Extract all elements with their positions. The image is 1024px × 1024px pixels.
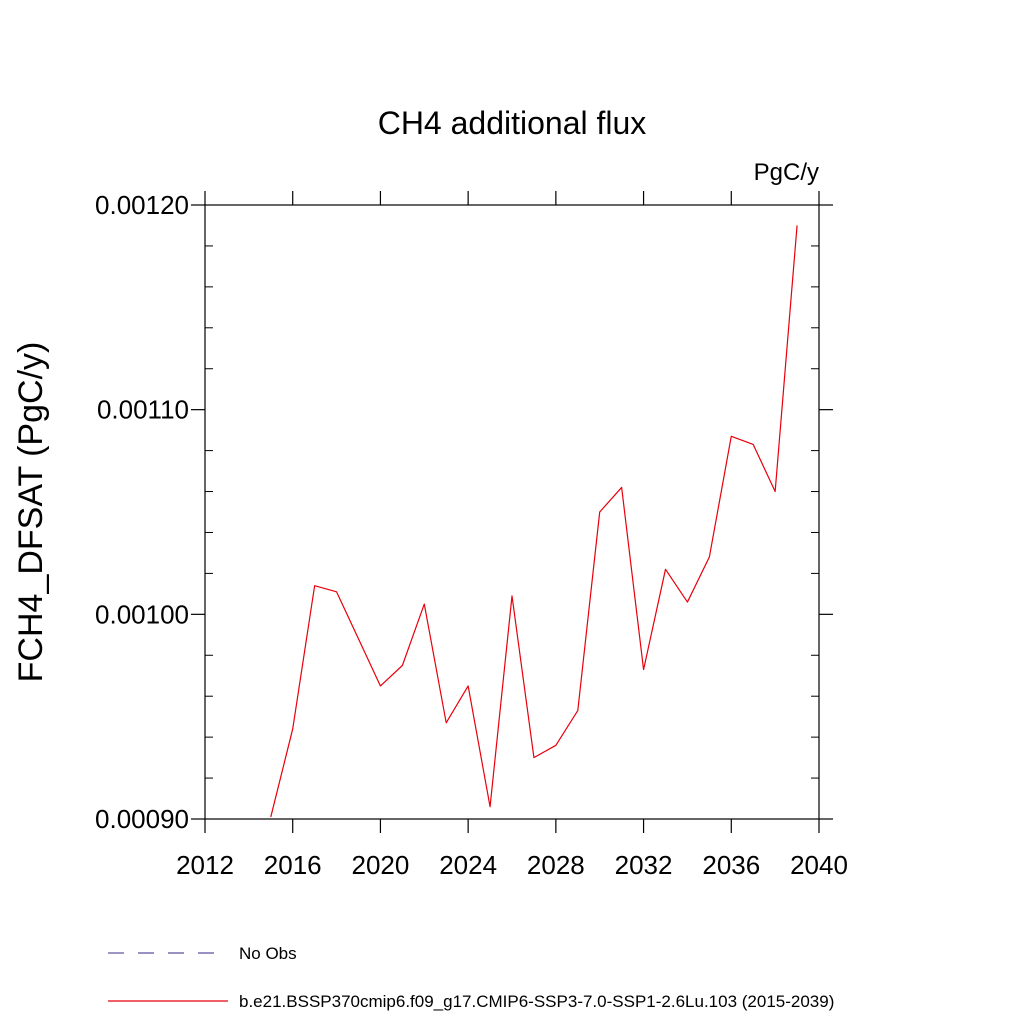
x-tick-label: 2036 (702, 850, 760, 880)
y-tick-label: 0.00110 (97, 395, 189, 425)
y-axis-title: FCH4_DFSAT (PgC/y) (12, 342, 50, 683)
series-layer (270, 225, 798, 818)
y-tick-label: 0.00120 (95, 190, 189, 220)
legend-label-0: No Obs (239, 944, 297, 963)
x-tick-label: 2016 (264, 850, 322, 880)
x-tick-label: 2020 (352, 850, 410, 880)
tick-labels: 2012 2016 2020 2024 2028 2032 2036 2040 0.00090 0… (95, 190, 848, 880)
series-line-1 (270, 225, 798, 818)
plot-frame (204, 204, 820, 820)
x-tick-label: 2012 (176, 850, 234, 880)
legend-label-1: b.e21.BSSP370cmip6.f09_g17.CMIP6-SSP3-7.… (239, 992, 834, 1011)
x-tick-label: 2028 (527, 850, 585, 880)
x-tick-label: 2040 (790, 850, 848, 880)
y-tick-label: 0.00090 (95, 804, 189, 834)
y-tick-label: 0.00100 (95, 599, 189, 629)
x-tick-label: 2024 (439, 850, 497, 880)
axis-ticks (191, 191, 833, 833)
units-label: PgC/y (754, 159, 819, 186)
legend: No Obs b.e21.BSSP370cmip6.f09_g17.CMIP6-S… (108, 944, 834, 1011)
x-tick-label: 2032 (615, 850, 673, 880)
chart-title: CH4 additional flux (378, 105, 647, 141)
